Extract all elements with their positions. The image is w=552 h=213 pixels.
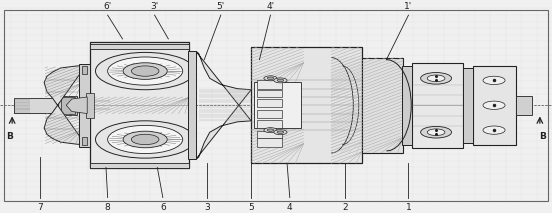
- Text: 3': 3': [151, 2, 158, 11]
- Circle shape: [483, 101, 505, 109]
- Circle shape: [108, 57, 183, 85]
- Text: 4: 4: [287, 203, 293, 212]
- Polygon shape: [44, 66, 86, 145]
- Text: B: B: [539, 132, 546, 141]
- Circle shape: [264, 128, 277, 133]
- Text: 6: 6: [160, 203, 166, 212]
- Circle shape: [264, 76, 277, 81]
- Bar: [90, 42, 189, 168]
- Circle shape: [483, 126, 505, 134]
- Circle shape: [123, 131, 167, 148]
- Circle shape: [131, 66, 159, 76]
- Bar: [254, 82, 301, 128]
- Text: 2: 2: [342, 203, 348, 212]
- Bar: [86, 93, 94, 118]
- Circle shape: [123, 63, 167, 79]
- Text: B: B: [6, 132, 13, 141]
- Circle shape: [131, 134, 159, 145]
- Bar: [362, 58, 403, 153]
- Text: 1': 1': [405, 2, 412, 11]
- Text: 6': 6': [104, 2, 112, 11]
- Bar: [257, 131, 282, 138]
- Bar: [82, 137, 87, 145]
- Bar: [188, 51, 196, 159]
- Bar: [257, 120, 282, 128]
- Bar: [90, 44, 189, 49]
- Bar: [257, 99, 282, 107]
- Circle shape: [274, 78, 287, 83]
- Polygon shape: [66, 97, 87, 114]
- Circle shape: [427, 129, 445, 135]
- Text: 7: 7: [37, 203, 43, 212]
- Text: 5: 5: [248, 203, 254, 212]
- Bar: [463, 68, 473, 142]
- Bar: [90, 163, 189, 168]
- Circle shape: [421, 126, 452, 138]
- Text: 4': 4': [267, 2, 274, 11]
- Circle shape: [427, 75, 445, 82]
- Circle shape: [277, 79, 284, 82]
- Bar: [58, 96, 77, 115]
- Bar: [82, 66, 87, 74]
- Circle shape: [267, 77, 274, 80]
- Circle shape: [95, 52, 195, 90]
- Circle shape: [421, 72, 452, 84]
- Text: 5': 5': [217, 2, 225, 11]
- Bar: [251, 47, 362, 163]
- Bar: [412, 63, 463, 148]
- Bar: [14, 98, 77, 112]
- Bar: [257, 138, 282, 147]
- Bar: [61, 97, 75, 114]
- Text: 1: 1: [406, 203, 411, 212]
- Circle shape: [108, 125, 183, 154]
- Text: 8: 8: [105, 203, 110, 212]
- Bar: [257, 90, 282, 97]
- Bar: [79, 64, 90, 147]
- Bar: [257, 111, 282, 118]
- Bar: [257, 80, 282, 89]
- Bar: [516, 96, 532, 115]
- Text: 3: 3: [204, 203, 210, 212]
- Circle shape: [277, 131, 284, 134]
- Circle shape: [274, 130, 287, 135]
- Polygon shape: [196, 51, 251, 159]
- Bar: [473, 66, 516, 145]
- Circle shape: [483, 76, 505, 85]
- Circle shape: [267, 129, 274, 131]
- Circle shape: [95, 121, 195, 158]
- Bar: [402, 66, 412, 145]
